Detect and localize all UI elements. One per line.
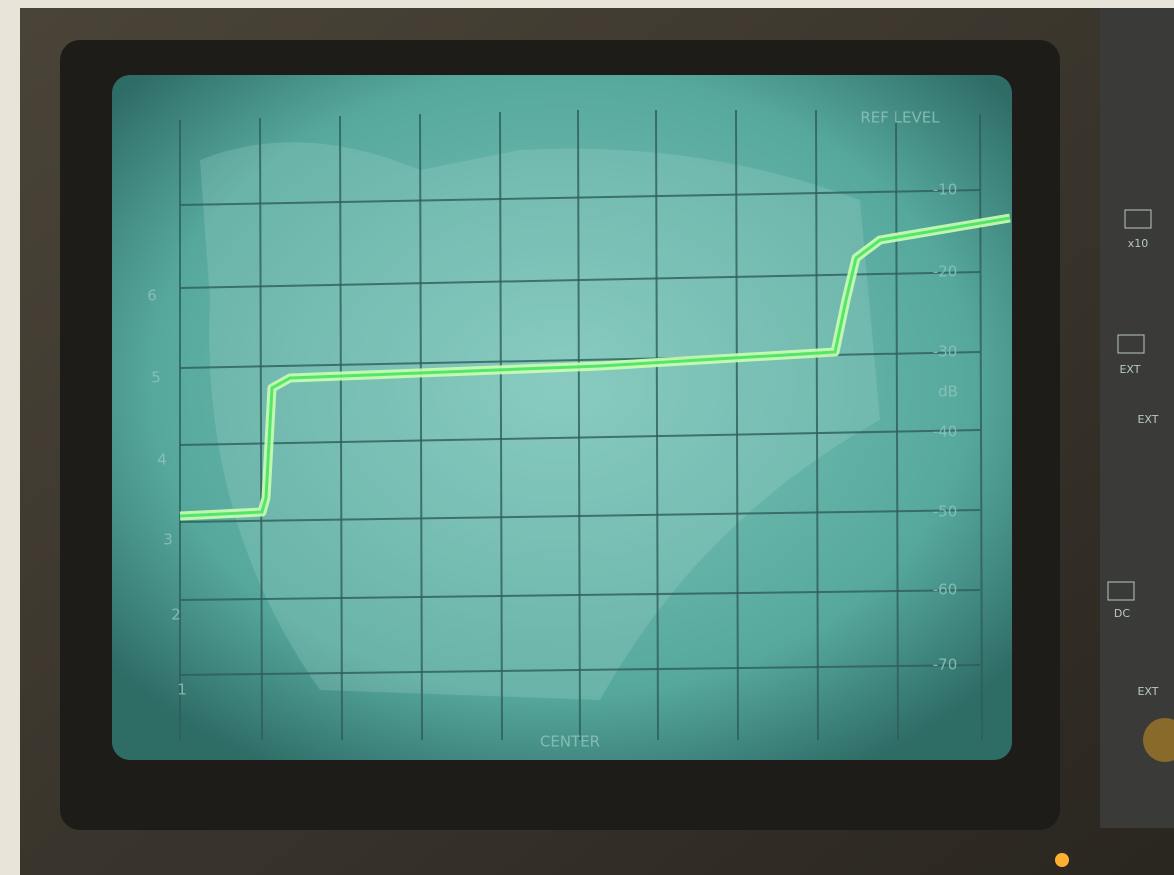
- ref-label: REF LEVEL: [860, 109, 940, 127]
- db-tick: -70: [933, 656, 958, 674]
- knob: [1143, 718, 1174, 762]
- left-tick: 4: [157, 451, 167, 469]
- db-tick: -30: [933, 343, 958, 361]
- trace-core: [179, 216, 1011, 518]
- left-tick: 5: [151, 369, 161, 387]
- left-tick: 2: [171, 606, 181, 624]
- panel-button: [1117, 334, 1145, 354]
- panel-label: EXT: [1137, 413, 1158, 426]
- db-tick: -10: [933, 181, 958, 199]
- db-tick: -20: [933, 263, 958, 281]
- left-tick: 3: [163, 531, 173, 549]
- db-unit: dB: [938, 383, 958, 401]
- left-tick: 6: [147, 287, 157, 305]
- db-tick: -50: [933, 503, 958, 521]
- panel-label: x10: [1128, 237, 1149, 250]
- db-tick: -60: [933, 581, 958, 599]
- panel-label: EXT: [1137, 685, 1158, 698]
- screen: [112, 75, 1012, 760]
- panel-label: DC: [1114, 607, 1130, 620]
- panel-button: [1124, 209, 1152, 229]
- db-tick: -40: [933, 423, 958, 441]
- panel-label: EXT: [1119, 363, 1140, 376]
- control-panel: [1100, 8, 1174, 828]
- center-label: CENTER: [540, 733, 600, 751]
- indicator-light: [1055, 853, 1069, 867]
- left-tick: 1: [177, 681, 187, 699]
- panel-button: [1107, 581, 1135, 601]
- graticule: [179, 109, 983, 741]
- reflection: [200, 142, 880, 700]
